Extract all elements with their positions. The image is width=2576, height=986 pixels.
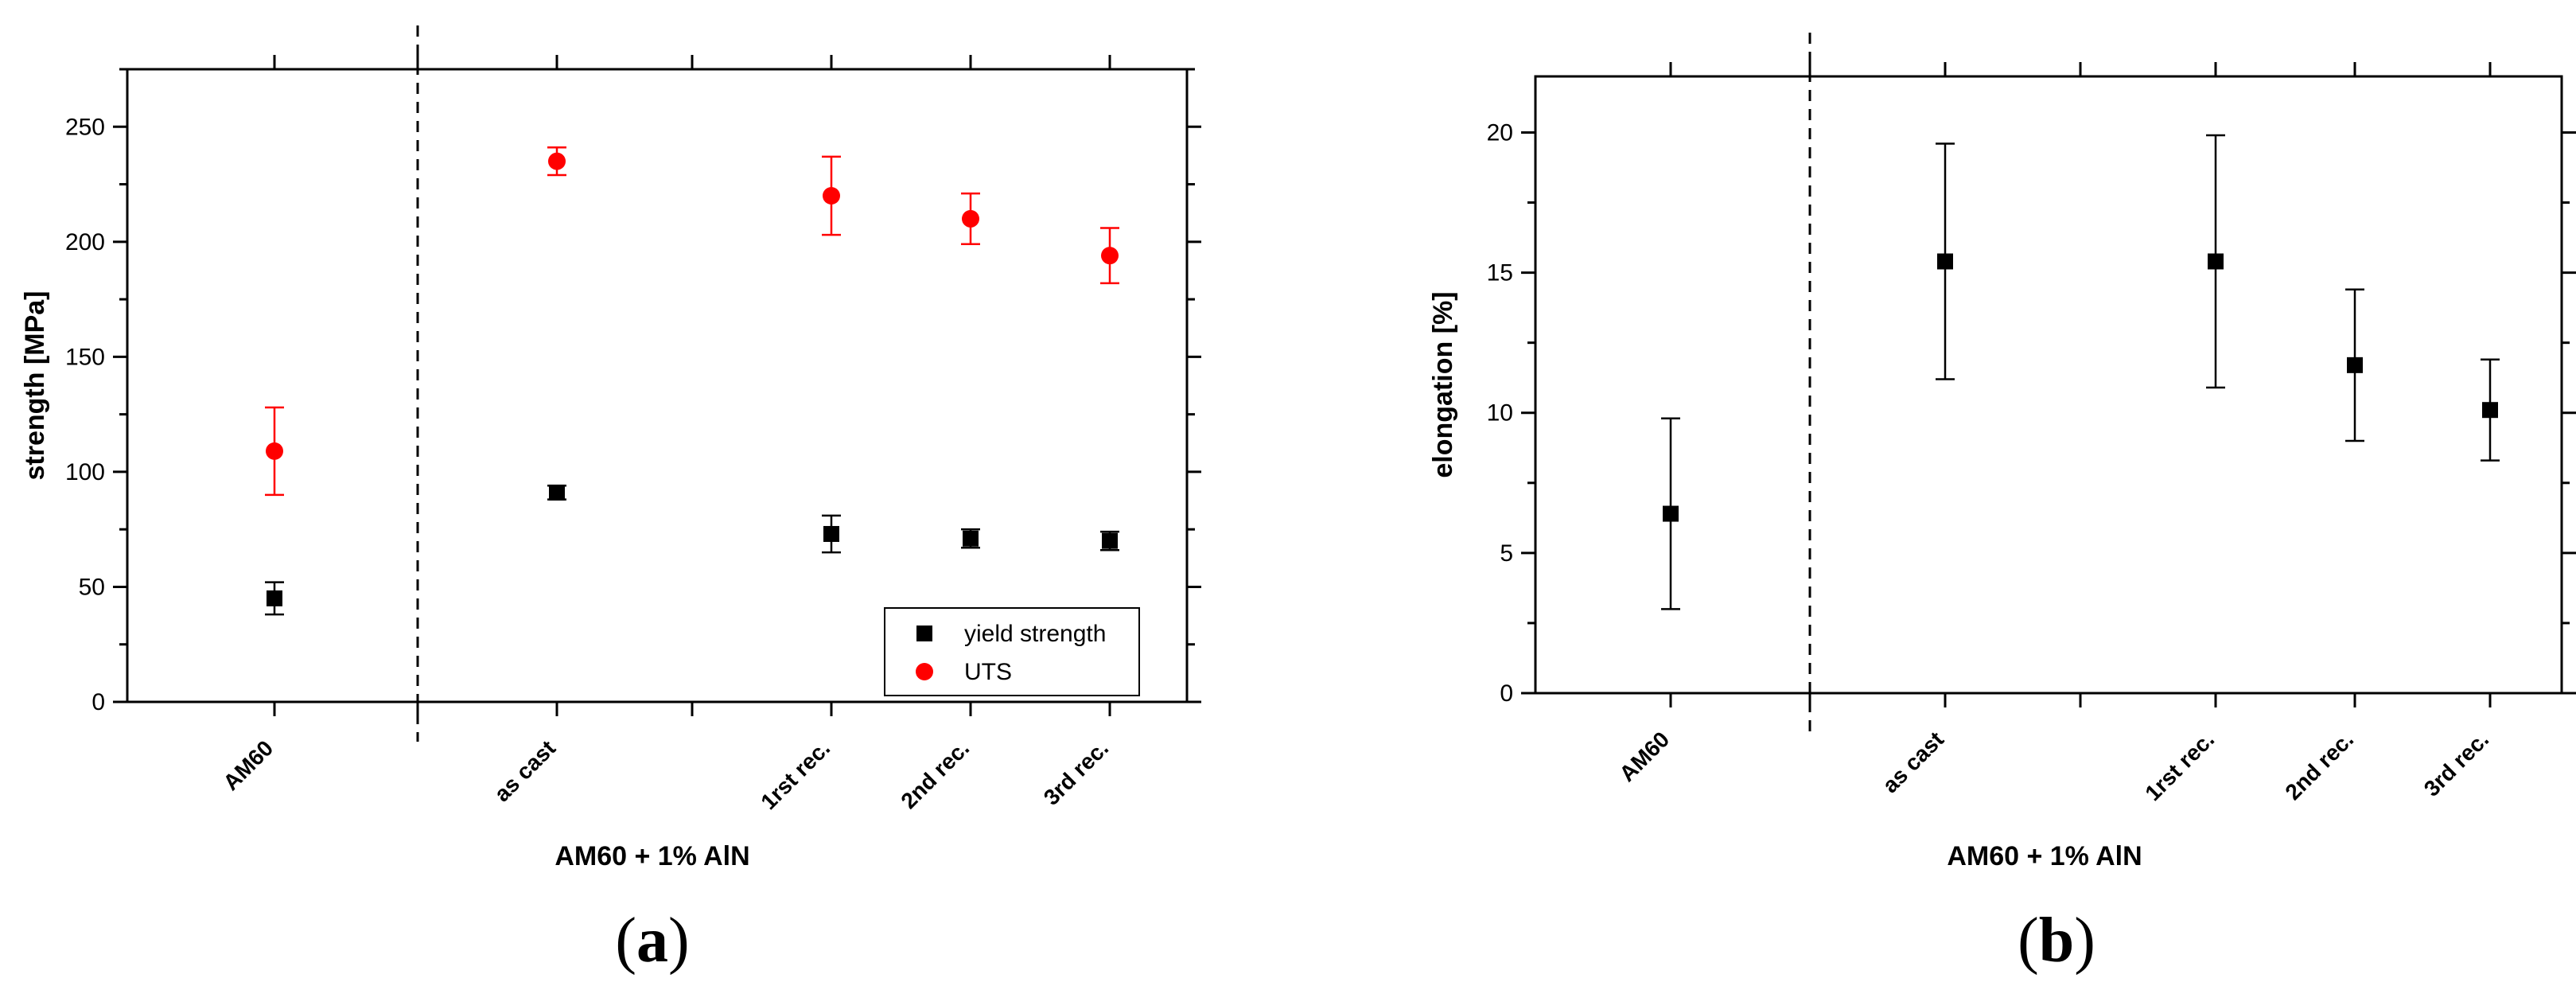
data-point	[267, 590, 282, 606]
panel-label: (a)	[615, 906, 689, 976]
series-yield-strength	[265, 484, 1119, 616]
data-point	[823, 525, 839, 542]
data-point	[1663, 505, 1679, 522]
y-tick-label: 200	[65, 229, 105, 255]
y-tick-label: 20	[1487, 119, 1513, 146]
data-point	[2347, 357, 2363, 373]
data-point	[963, 530, 979, 547]
y-axis-title: strength [MPa]	[20, 291, 50, 481]
x-axis-title: AM60 + 1% AlN	[555, 841, 749, 871]
data-point	[549, 484, 565, 501]
panel-b: 0 5 10 15 20 AM60 as cast 1rst rec. 2nd rec. 3rd …	[1428, 33, 2576, 976]
data-point	[266, 442, 283, 460]
x-tick-label: 2nd rec.	[896, 735, 974, 813]
x-axis-title: AM60 + 1% AlN	[1947, 841, 2142, 871]
data-point	[1102, 532, 1118, 549]
y-tick-label: 150	[65, 344, 105, 370]
y-tick-label: 100	[65, 459, 105, 485]
data-point	[1937, 253, 1953, 270]
x-tick-label: 3rd rec.	[1039, 735, 1113, 809]
legend-label: UTS	[964, 659, 1012, 685]
legend: yield strength UTS	[884, 607, 1140, 696]
y-tick-label: 5	[1500, 540, 1513, 567]
y-tick-label: 250	[65, 114, 105, 140]
y-tick-label: 50	[79, 574, 105, 600]
data-point	[962, 209, 979, 228]
y-tick-label: 15	[1487, 260, 1513, 286]
legend-label: yield strength	[964, 621, 1106, 647]
plot-frame	[1534, 75, 2563, 695]
x-tick-label: 1rst rec.	[2140, 727, 2219, 805]
panel-a: 0 50 100 150 200 250 AM60 as cast 1rst rec. 2nd r…	[20, 25, 1201, 976]
panel-label: (b)	[2018, 906, 2095, 976]
y-tick-label: 0	[91, 689, 105, 715]
x-tick-label: 2nd rec.	[2280, 727, 2358, 805]
y-tick-label: 10	[1487, 400, 1513, 427]
x-tick-label: 1rst rec.	[756, 735, 835, 814]
series-uts	[265, 146, 1119, 497]
x-tick-label: as cast	[1878, 727, 1948, 797]
plot-frame	[126, 68, 1189, 703]
x-tick-label: as cast	[489, 735, 560, 806]
data-point	[548, 152, 566, 170]
legend-marker	[916, 663, 933, 680]
data-point	[1101, 247, 1119, 265]
legend-box	[884, 607, 1140, 696]
series-elongation	[1661, 134, 2500, 610]
y-tick-label: 0	[1500, 680, 1513, 707]
x-tick-label: 3rd rec.	[2419, 727, 2493, 801]
legend-marker	[916, 626, 932, 641]
data-point	[2208, 253, 2224, 270]
y-axis-title: elongation [%]	[1428, 291, 1458, 477]
data-point	[2482, 402, 2498, 419]
x-tick-label: AM60	[218, 735, 278, 795]
data-point	[823, 187, 840, 205]
x-tick-label: AM60	[1614, 727, 1674, 786]
